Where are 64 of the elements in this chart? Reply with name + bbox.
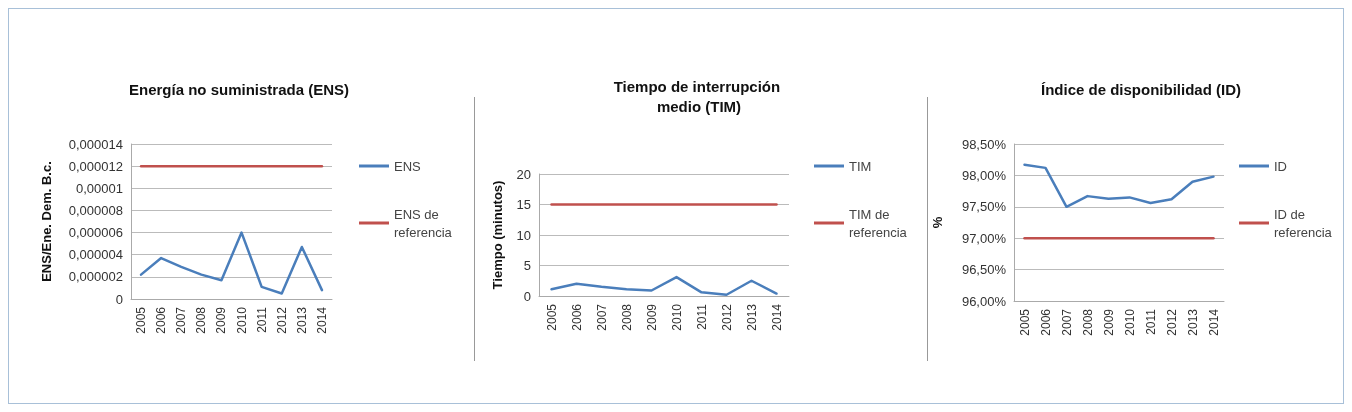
chart-title: Tiempo de interrupción medio (TIM) <box>613 77 785 115</box>
x-tick-label: 2011 <box>1143 308 1158 335</box>
x-tick-label: 2012 <box>1164 308 1179 336</box>
legend-label: TIM <box>849 158 872 174</box>
y-tick-label: 0,000002 <box>68 269 123 285</box>
legend-label: TIM de referencia <box>849 206 908 240</box>
legend-label: ENS <box>394 158 422 174</box>
x-tick-label: 2013 <box>744 303 759 331</box>
x-tick-label: 2009 <box>214 306 229 334</box>
x-tick-label: 2009 <box>1101 308 1116 336</box>
x-tick-label: 2007 <box>1059 308 1074 336</box>
x-tick-label: 2007 <box>594 303 609 331</box>
x-tick-label: 2010 <box>669 303 684 331</box>
x-tick-label: 2005 <box>544 303 559 331</box>
y-tick-label: 5 <box>523 258 531 273</box>
line-series <box>550 275 778 297</box>
x-tick-label: 2014 <box>314 306 329 334</box>
y-tick-label: 10 <box>516 227 531 243</box>
y-tick-label: 0,000004 <box>68 247 123 263</box>
y-tick-label: 0 <box>115 291 123 307</box>
y-tick-label: 0,000006 <box>68 225 123 241</box>
x-tick-label: 2012 <box>274 306 289 334</box>
y-tick-label: 96,00% <box>961 293 1007 309</box>
y-tick-label: 97,00% <box>961 230 1007 246</box>
x-tick-label: 2006 <box>1038 308 1053 336</box>
legend-label: ENS de referencia <box>394 206 453 240</box>
x-tick-label: 2011 <box>694 303 709 330</box>
chart-title: Energía no suministrada (ENS) <box>128 80 350 98</box>
y-tick-label: 0,000008 <box>68 202 123 218</box>
x-tick-label: 2007 <box>174 306 189 334</box>
x-tick-label: 2010 <box>234 306 249 334</box>
line-series <box>139 231 324 295</box>
x-tick-label: 2006 <box>569 303 584 331</box>
line-series <box>1023 163 1215 209</box>
x-tick-label: 2012 <box>719 303 734 331</box>
x-tick-label: 2013 <box>1185 308 1200 336</box>
y-tick-label: 0,00001 <box>76 180 123 196</box>
y-tick-label: 98,00% <box>961 167 1007 183</box>
y-tick-label: 96,50% <box>961 262 1007 278</box>
y-tick-label: 20 <box>516 166 531 182</box>
y-tick-label: 15 <box>516 197 531 212</box>
x-tick-label: 2013 <box>294 306 309 334</box>
y-axis-title: % <box>930 216 945 229</box>
x-tick-label: 2014 <box>769 303 784 331</box>
x-tick-label: 2005 <box>1017 308 1032 336</box>
y-tick-label: 97,50% <box>961 199 1007 215</box>
y-tick-label: 0,000014 <box>68 136 123 152</box>
x-tick-label: 2008 <box>1080 308 1095 336</box>
x-tick-label: 2008 <box>619 303 634 331</box>
x-tick-label: 2010 <box>1122 308 1137 336</box>
chart-title: Índice de disponibilidad (ID) <box>1040 80 1242 98</box>
y-tick-label: 0,000012 <box>68 158 123 174</box>
x-tick-label: 2006 <box>154 306 169 334</box>
y-tick-label: 0 <box>523 288 531 304</box>
y-axis-title: ENS/Ene. Dem. B.c. <box>39 161 54 282</box>
y-tick-label: 98,50% <box>961 136 1007 152</box>
x-tick-label: 2011 <box>254 306 269 333</box>
x-tick-label: 2005 <box>134 306 149 334</box>
y-axis-title: Tiempo (minutos) <box>490 180 505 290</box>
x-tick-label: 2014 <box>1206 308 1221 336</box>
legend-label: ID de referencia <box>1274 206 1333 240</box>
x-tick-label: 2009 <box>644 303 659 331</box>
x-tick-label: 2008 <box>194 306 209 334</box>
legend-label: ID <box>1274 158 1287 174</box>
